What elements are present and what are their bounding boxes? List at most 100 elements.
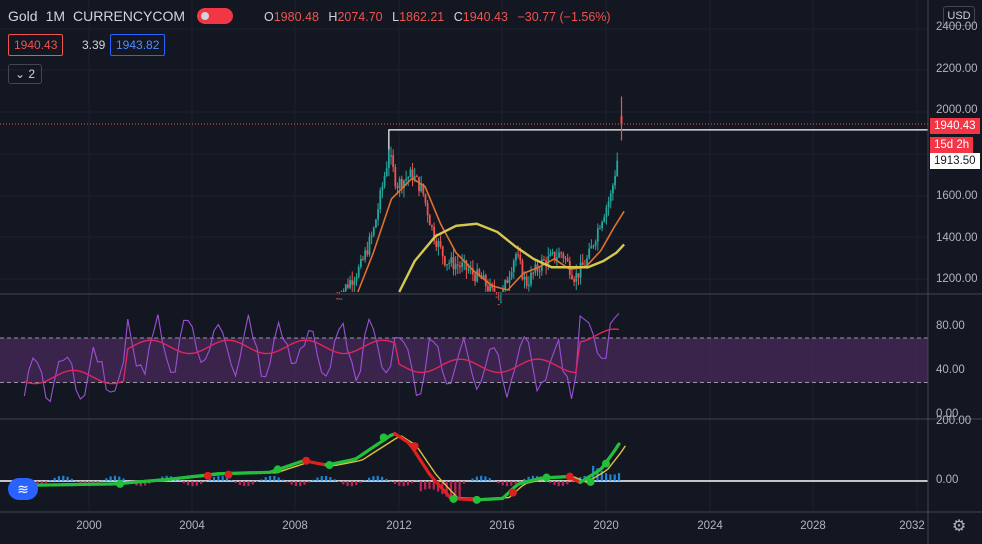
macd-cross-dot — [449, 494, 458, 503]
gear-icon[interactable]: ⚙ — [951, 518, 967, 535]
low-value: 1862.21 — [399, 10, 445, 24]
candle-body — [459, 265, 461, 268]
candle-body — [555, 257, 558, 261]
macd-histogram-bar — [238, 481, 241, 485]
candle-body — [347, 284, 349, 288]
candle-body — [553, 251, 556, 261]
candle-body — [437, 241, 440, 247]
macd-histogram-bar — [329, 477, 332, 481]
macd-histogram-bar — [480, 475, 483, 481]
candle-body — [456, 264, 459, 266]
macd-histogram-bar — [230, 480, 233, 481]
candle-body — [381, 186, 384, 191]
candle-body — [409, 169, 412, 178]
macd-histogram-bar — [312, 479, 315, 481]
candle-body — [426, 202, 429, 216]
indicators-collapse-button[interactable]: ⌄ 2 — [8, 64, 43, 84]
macd-histogram-bar — [514, 481, 517, 485]
toggle-dot — [201, 12, 210, 20]
change-value: −30.77 (−1.56%) — [517, 10, 611, 24]
rsi-pane[interactable] — [0, 313, 928, 403]
macd-histogram-bar — [264, 477, 267, 481]
macd-histogram-bar — [307, 481, 310, 483]
macd-histogram-bar — [609, 474, 612, 481]
macd-histogram-bar — [531, 475, 534, 481]
macd-histogram-bar — [234, 481, 237, 483]
candle-body — [601, 221, 604, 229]
candle-body — [377, 209, 379, 220]
candle-body — [362, 259, 364, 261]
candle-body — [340, 298, 343, 300]
symbol-name[interactable]: Gold — [8, 8, 38, 24]
time-axis-label: 2028 — [800, 520, 826, 532]
candle-body — [564, 258, 567, 260]
macd-histogram-bar — [44, 481, 48, 483]
candle-body — [428, 215, 431, 226]
macd-histogram-bar — [527, 476, 530, 481]
candle-body — [396, 186, 399, 189]
interval-label[interactable]: 1M — [45, 8, 66, 24]
indicator-count: 2 — [28, 67, 36, 81]
exchange-label[interactable]: CURRENCYCOM — [73, 8, 186, 24]
macd-histogram-bar — [260, 479, 263, 481]
macd-pane[interactable] — [0, 432, 928, 504]
macd-cross-dot — [325, 461, 334, 470]
spread-value: 3.39 — [82, 38, 106, 52]
candle-body — [420, 183, 423, 192]
candle-body — [478, 269, 481, 276]
macd-histogram-bar — [393, 481, 397, 485]
candle-body — [405, 178, 407, 181]
buy-price-pill[interactable]: 1943.82 — [110, 34, 166, 56]
macd-axis-label: 0.00 — [936, 474, 959, 486]
macd-histogram-bar — [96, 481, 99, 484]
candle-body — [547, 255, 550, 266]
candle-body — [366, 250, 369, 255]
bar-countdown-tag: 15d 2h — [930, 137, 974, 153]
macd-histogram-bar — [445, 481, 448, 497]
tradingview-logo-icon[interactable]: ≋ — [8, 478, 38, 500]
candle-body — [383, 175, 386, 187]
macd-histogram-bar — [221, 476, 224, 481]
candle-body — [581, 262, 584, 266]
candle-body — [474, 274, 476, 282]
candle-body — [351, 280, 354, 285]
macd-histogram-bar — [66, 476, 69, 481]
macd-histogram-bar — [57, 476, 61, 481]
candle-body — [543, 259, 545, 261]
macd-cross-dot — [273, 465, 282, 474]
macd-cross-dot — [586, 477, 595, 486]
candle-body — [577, 273, 580, 278]
candle-body — [364, 250, 367, 260]
macd-histogram-bar — [600, 470, 603, 481]
last-candle-body — [620, 116, 623, 125]
macd-histogram-bar — [501, 481, 504, 486]
candle-body — [590, 245, 593, 249]
candle-body — [413, 175, 416, 180]
sell-price-pill[interactable]: 1940.43 — [8, 34, 64, 56]
candle-body — [530, 272, 532, 285]
macd-histogram-bar — [505, 481, 509, 487]
price-pane[interactable] — [0, 96, 928, 306]
time-axis-label: 2000 — [76, 520, 102, 532]
price-axis-label: 1400.00 — [936, 232, 978, 244]
currency-button[interactable]: USD — [943, 6, 975, 26]
candle-body — [353, 280, 356, 285]
candle-body — [506, 280, 509, 283]
price-axis-label: 2200.00 — [936, 63, 978, 75]
rsi-band — [0, 337, 928, 383]
macd-histogram-bar — [566, 481, 569, 485]
macd-histogram-bar — [596, 468, 599, 481]
time-axis-label: 2016 — [489, 520, 515, 532]
visibility-toggle[interactable] — [197, 8, 234, 24]
candle-body — [599, 228, 601, 230]
candle-body — [605, 207, 608, 217]
candle-body — [439, 241, 442, 247]
symbol-header[interactable]: Gold 1M CURRENCYCOM — [8, 8, 234, 24]
candle-body — [551, 251, 554, 254]
candle-body — [424, 194, 427, 203]
candle-body — [390, 155, 392, 157]
macd-histogram-bar — [204, 481, 207, 482]
macd-histogram-bar — [488, 478, 491, 481]
